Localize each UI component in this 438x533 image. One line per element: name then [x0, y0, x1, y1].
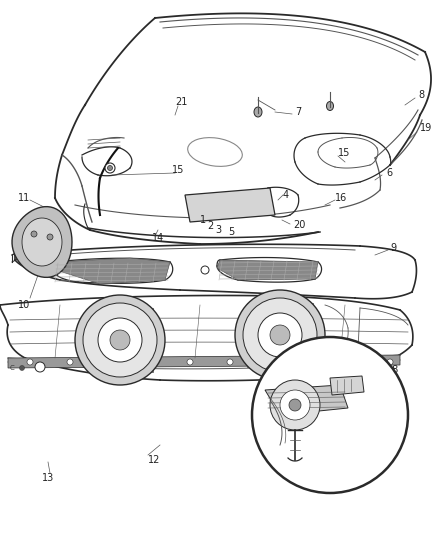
Circle shape: [347, 359, 353, 365]
Text: 5: 5: [228, 227, 234, 237]
Circle shape: [270, 325, 290, 345]
Circle shape: [35, 362, 45, 372]
Text: 14: 14: [152, 233, 164, 243]
Circle shape: [98, 318, 142, 362]
Bar: [87, 364, 97, 372]
Polygon shape: [330, 376, 364, 395]
Circle shape: [387, 359, 393, 365]
Text: 1: 1: [200, 215, 206, 225]
Circle shape: [20, 366, 25, 370]
Circle shape: [307, 359, 313, 365]
Ellipse shape: [326, 101, 333, 110]
Circle shape: [67, 359, 73, 365]
Circle shape: [270, 380, 320, 430]
Text: 15: 15: [338, 148, 350, 158]
Circle shape: [267, 359, 273, 365]
Text: 16: 16: [335, 193, 347, 203]
Text: 10: 10: [18, 300, 30, 310]
Text: 9: 9: [390, 243, 396, 253]
Text: 13: 13: [42, 473, 54, 483]
Circle shape: [187, 359, 193, 365]
Circle shape: [235, 290, 325, 380]
Text: 2: 2: [207, 221, 213, 231]
Polygon shape: [8, 355, 400, 368]
Circle shape: [252, 337, 408, 493]
Circle shape: [280, 390, 310, 420]
Text: 3: 3: [215, 225, 221, 235]
Circle shape: [83, 303, 157, 377]
Text: 19: 19: [420, 123, 432, 133]
Circle shape: [258, 313, 302, 357]
Text: 21: 21: [175, 97, 187, 107]
Circle shape: [107, 166, 113, 171]
Polygon shape: [12, 207, 72, 277]
Polygon shape: [22, 218, 62, 266]
Ellipse shape: [254, 107, 262, 117]
Circle shape: [289, 399, 301, 411]
Bar: [143, 308, 153, 316]
Text: 15: 15: [172, 165, 184, 175]
Bar: [143, 364, 153, 372]
Text: 20: 20: [293, 220, 305, 230]
Circle shape: [107, 359, 113, 365]
Polygon shape: [53, 258, 170, 284]
Bar: [303, 359, 313, 367]
Text: 4: 4: [283, 190, 289, 200]
Circle shape: [110, 330, 130, 350]
Polygon shape: [185, 188, 275, 222]
Text: C: C: [10, 365, 15, 371]
Text: 18: 18: [387, 365, 399, 375]
Text: 11: 11: [18, 193, 30, 203]
Circle shape: [201, 266, 209, 274]
Bar: [87, 308, 97, 316]
Bar: [247, 359, 257, 367]
Circle shape: [147, 359, 153, 365]
Text: 12: 12: [148, 455, 160, 465]
Circle shape: [27, 359, 33, 365]
Text: 7: 7: [295, 107, 301, 117]
Circle shape: [75, 295, 165, 385]
Polygon shape: [265, 385, 348, 415]
Circle shape: [31, 231, 37, 237]
Text: 8: 8: [418, 90, 424, 100]
Bar: [247, 303, 257, 311]
Text: 6: 6: [386, 168, 392, 178]
Circle shape: [105, 163, 115, 173]
Bar: [303, 303, 313, 311]
Circle shape: [47, 234, 53, 240]
Polygon shape: [217, 260, 318, 280]
Circle shape: [227, 359, 233, 365]
Circle shape: [243, 298, 317, 372]
